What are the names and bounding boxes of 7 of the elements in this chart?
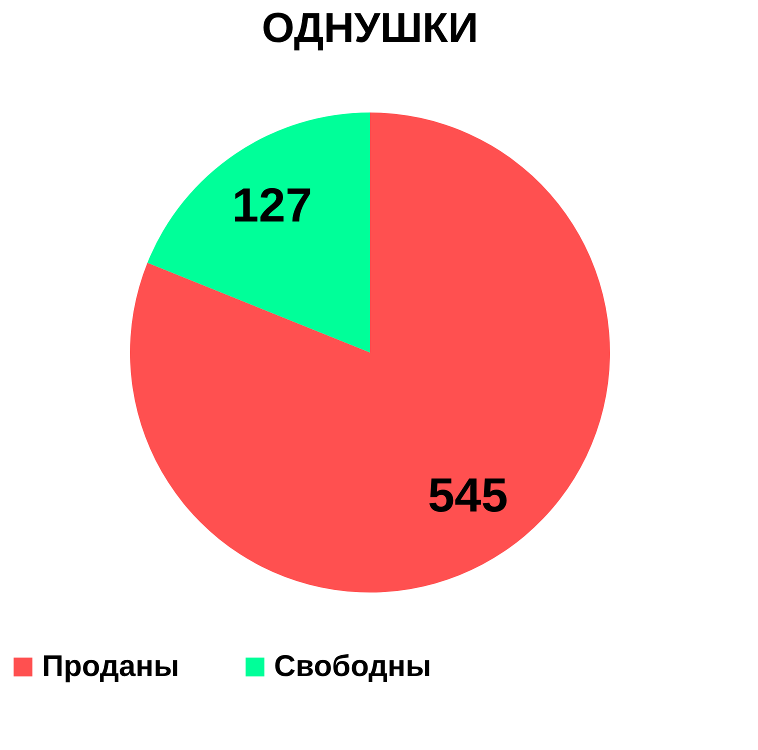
pie-slice	[147, 112, 370, 352]
data-label: 545	[428, 470, 508, 523]
chart-title: ОДНУШКИ	[262, 4, 478, 51]
legend-label: Проданы	[42, 650, 180, 683]
legend-label: Свободны	[274, 650, 432, 683]
pie-slice	[130, 112, 610, 592]
data-label: 127	[232, 179, 312, 232]
